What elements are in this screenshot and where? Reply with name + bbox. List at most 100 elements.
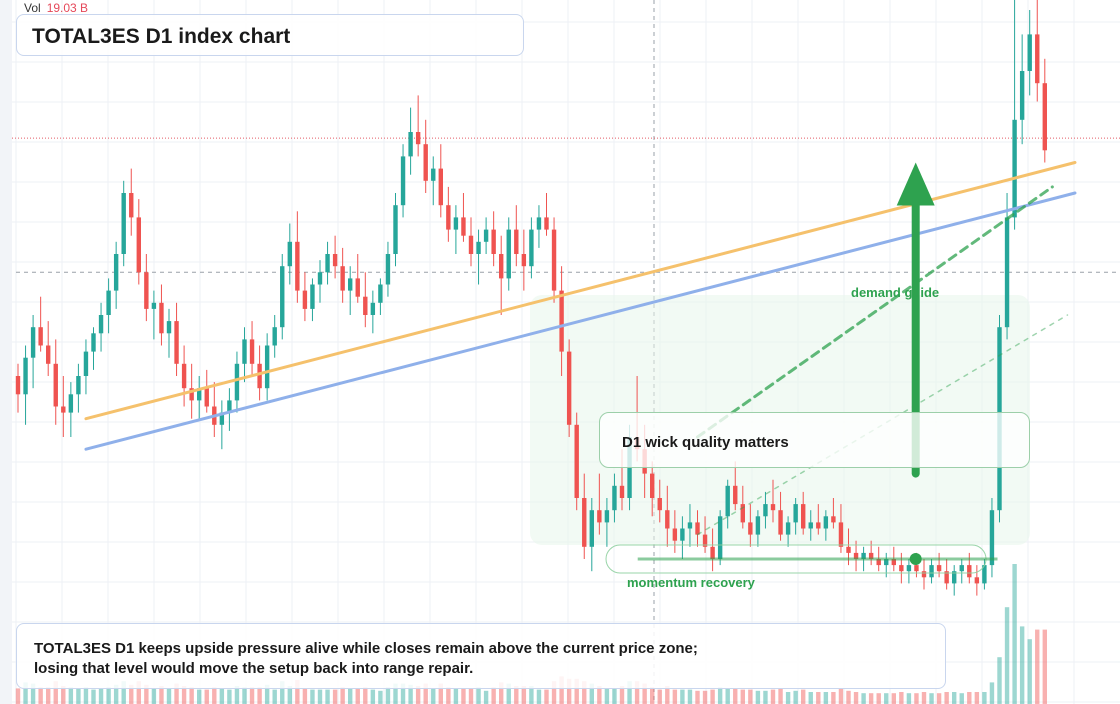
callout-box: D1 wick quality matters xyxy=(599,412,1030,468)
candle-body xyxy=(468,235,474,254)
candle-body xyxy=(91,333,96,352)
candle-body xyxy=(106,290,111,315)
candle xyxy=(15,363,21,413)
candle-body xyxy=(544,217,549,230)
volume-bar xyxy=(672,689,678,704)
volume-bar xyxy=(529,686,534,704)
volume-bar xyxy=(695,690,700,704)
candle-body xyxy=(499,254,504,279)
candle xyxy=(967,552,972,584)
candle-body xyxy=(46,345,51,364)
candle xyxy=(355,254,360,303)
candle xyxy=(853,540,859,572)
candle xyxy=(687,504,693,547)
candle-body xyxy=(151,302,157,309)
candle-body xyxy=(514,229,519,254)
volume-bar xyxy=(340,687,345,704)
volume-bar xyxy=(929,693,934,704)
candle xyxy=(1004,193,1010,340)
candle xyxy=(702,516,708,553)
candle-body xyxy=(227,400,232,413)
candle xyxy=(310,278,315,322)
candle xyxy=(566,339,572,437)
candle xyxy=(1012,0,1017,230)
volume-bar xyxy=(559,676,564,704)
volume-bar xyxy=(952,692,957,704)
volume-bar xyxy=(506,683,511,704)
candle-body xyxy=(272,327,277,346)
volume-bar xyxy=(597,686,602,704)
candle-body xyxy=(378,284,383,303)
candle xyxy=(393,193,398,267)
drawings-layer xyxy=(84,161,1077,574)
volume-bar xyxy=(249,687,255,704)
candle-body xyxy=(189,388,194,401)
volume-bar xyxy=(151,688,157,704)
volume-bar xyxy=(612,688,617,704)
candle xyxy=(650,461,655,517)
candle-body xyxy=(680,528,685,541)
candle xyxy=(23,345,28,425)
momentum-recovery-label: momentum recovery xyxy=(627,575,755,590)
volume-bar xyxy=(1042,629,1047,704)
volume-bar xyxy=(431,688,436,704)
volume-bar xyxy=(536,689,542,704)
candle xyxy=(219,400,225,450)
candle xyxy=(808,510,813,541)
candle xyxy=(884,552,889,578)
candle xyxy=(906,559,912,584)
volume-bar xyxy=(385,687,391,704)
volume-bar xyxy=(204,689,209,704)
candle-body xyxy=(204,388,209,407)
candle-body xyxy=(310,284,315,309)
volume-readout: Vol 19.03 B xyxy=(24,1,88,15)
candle xyxy=(899,552,904,584)
volume-bar xyxy=(665,686,670,704)
volume-bar xyxy=(174,683,179,704)
volume-bar xyxy=(144,684,149,704)
momentum-dot xyxy=(909,553,922,565)
candle xyxy=(559,266,564,376)
candle-body xyxy=(53,363,58,407)
volume-bar xyxy=(197,689,202,704)
volume-bar xyxy=(332,689,338,704)
candle-body xyxy=(166,321,172,334)
candle-body xyxy=(1035,34,1040,84)
candle-body xyxy=(461,217,466,236)
volume-bar xyxy=(544,689,549,704)
volume-bar xyxy=(113,684,119,704)
candle-body xyxy=(702,534,708,547)
volume-bar xyxy=(582,681,587,704)
volume-bar xyxy=(1019,626,1025,704)
candle-body xyxy=(1042,83,1047,151)
volume-bar xyxy=(936,693,942,704)
chart-title: TOTAL3ES D1 index chart xyxy=(32,25,291,48)
candles xyxy=(15,0,1047,596)
volume-bar xyxy=(408,684,413,704)
volume-bar xyxy=(725,688,730,704)
candle-body xyxy=(710,546,715,559)
candle-body xyxy=(582,498,587,547)
volume-bar xyxy=(272,689,277,704)
volume-bar xyxy=(740,689,745,704)
volume-bar xyxy=(393,683,398,704)
candle-body xyxy=(98,315,104,334)
candle-body xyxy=(884,559,889,566)
volume-bar xyxy=(868,693,874,704)
volume-bar xyxy=(370,689,376,704)
candle xyxy=(748,504,753,547)
volume-bar xyxy=(861,693,866,704)
candle xyxy=(46,321,51,376)
volume-bar xyxy=(98,688,104,704)
candle xyxy=(468,217,474,267)
candle-body xyxy=(438,168,443,206)
volume-label: Vol xyxy=(24,1,41,15)
blue-trendline xyxy=(84,191,1077,451)
candle xyxy=(710,528,715,572)
volume-bar xyxy=(400,683,406,704)
volume-bar xyxy=(76,688,81,704)
candle xyxy=(332,235,338,279)
candle-body xyxy=(159,302,164,334)
volume-bar xyxy=(604,688,610,704)
candle xyxy=(672,510,678,553)
